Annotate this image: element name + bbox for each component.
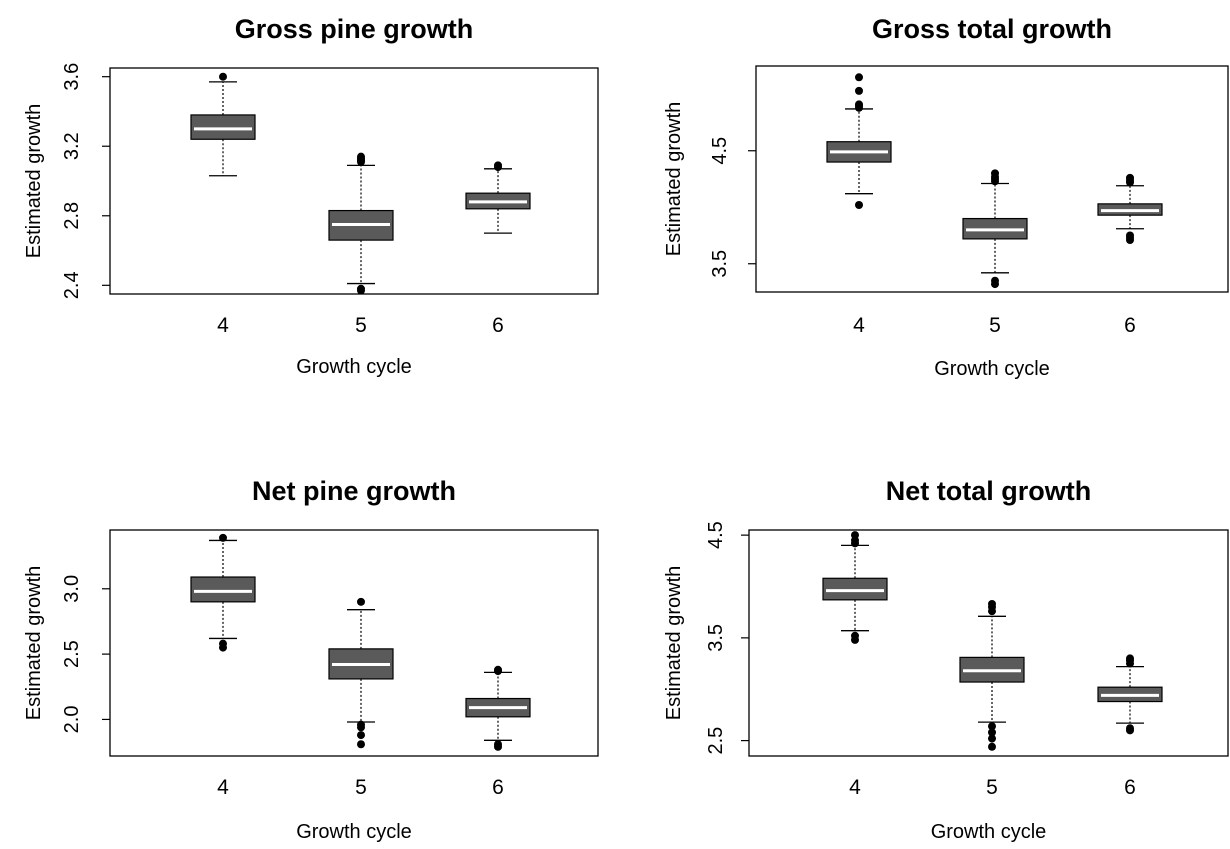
x-tick-label: 4 <box>217 314 229 337</box>
box-6 <box>1097 654 1163 735</box>
outlier-point <box>855 100 863 109</box>
x-axis-label: Growth cycle <box>931 821 1047 843</box>
panel-title: Gross total growth <box>872 14 1112 44</box>
outlier-point <box>219 533 227 542</box>
outlier-point <box>219 72 227 81</box>
y-tick-label: 3.2 <box>61 132 83 160</box>
y-tick-label: 2.4 <box>61 271 83 299</box>
outlier-point <box>1126 173 1134 182</box>
y-tick-label: 2.5 <box>61 640 83 668</box>
box-5 <box>328 597 394 749</box>
box-4 <box>826 73 892 209</box>
panel-title: Net pine growth <box>252 476 456 506</box>
box-4 <box>822 531 888 644</box>
box-4 <box>190 533 256 652</box>
outlier-point <box>988 742 996 751</box>
plot-frame <box>109 67 599 295</box>
outlier-point <box>494 161 502 170</box>
y-tick-label: 3.5 <box>705 624 727 652</box>
outlier-point <box>357 740 365 749</box>
x-axis-label: Growth cycle <box>296 821 412 843</box>
outlier-point <box>988 599 996 608</box>
box-5 <box>959 599 1025 751</box>
x-tick-label: 6 <box>492 314 504 337</box>
box-6 <box>465 665 531 751</box>
y-axis-label: Estimated growth <box>23 104 45 259</box>
outlier-point <box>219 643 227 652</box>
outlier-point <box>494 742 502 751</box>
outlier-point <box>494 665 502 674</box>
outlier-point <box>851 635 859 644</box>
panel-title: Gross pine growth <box>235 14 474 44</box>
outlier-point <box>1126 726 1134 735</box>
outlier-point <box>357 731 365 740</box>
panel-2: Gross total growth 3.5 4.5 Estimated growth… <box>663 14 1229 380</box>
box-6 <box>465 161 531 234</box>
plot-frame <box>755 65 1229 293</box>
outlier-point <box>357 597 365 606</box>
x-tick-label: 5 <box>355 776 367 799</box>
x-tick-label: 6 <box>1124 314 1136 337</box>
y-tick-label: 2.5 <box>705 727 727 755</box>
outlier-point <box>1126 654 1134 663</box>
y-tick-label: 4.5 <box>705 521 727 549</box>
x-tick-label: 6 <box>1124 776 1136 799</box>
y-axis-label: Estimated growth <box>663 566 685 721</box>
x-tick-label: 5 <box>986 776 998 799</box>
panel-1: Gross pine growth 2.4 2.8 3.2 3.6 Estimated g… <box>23 14 599 378</box>
panel-title: Net total growth <box>886 476 1091 506</box>
y-axis-label: Estimated growth <box>663 102 685 257</box>
x-tick-label: 5 <box>355 314 367 337</box>
plot-frame <box>109 529 599 757</box>
outlier-point <box>1126 236 1134 245</box>
outlier-point <box>988 734 996 743</box>
y-tick-label: 3.5 <box>709 250 731 278</box>
panel-3: Net pine growth 2.0 2.5 3.0 Estimated growth… <box>23 476 599 843</box>
outlier-point <box>855 200 863 209</box>
box-6 <box>1097 173 1163 245</box>
iqr-box <box>190 114 256 140</box>
outlier-point <box>988 728 996 737</box>
outlier-point <box>357 723 365 732</box>
outlier-point <box>357 152 365 161</box>
y-tick-label: 2.0 <box>61 706 83 734</box>
outlier-point <box>357 286 365 295</box>
box-5 <box>328 152 394 295</box>
outlier-point <box>855 86 863 95</box>
y-tick-label: 3.6 <box>61 63 83 91</box>
panel-4: Net total growth 2.5 3.5 4.5 Estimated growt… <box>663 476 1229 843</box>
x-tick-label: 4 <box>853 314 865 337</box>
iqr-box <box>190 576 256 603</box>
x-axis-label: Growth cycle <box>934 358 1050 380</box>
outlier-point <box>988 722 996 731</box>
x-tick-label: 5 <box>989 314 1001 337</box>
y-tick-label: 3.0 <box>61 575 83 603</box>
outlier-point <box>991 169 999 178</box>
outlier-point <box>991 280 999 289</box>
iqr-box <box>822 577 888 601</box>
x-tick-label: 4 <box>849 776 861 799</box>
box-5 <box>962 169 1028 289</box>
box-4 <box>190 72 256 177</box>
x-tick-label: 6 <box>492 776 504 799</box>
outlier-point <box>851 531 859 540</box>
plot-frame <box>748 529 1229 757</box>
x-tick-label: 4 <box>217 776 229 799</box>
outlier-point <box>855 73 863 82</box>
y-axis-label: Estimated growth <box>23 566 45 721</box>
y-tick-label: 4.5 <box>709 137 731 165</box>
y-tick-label: 2.8 <box>61 202 83 230</box>
x-axis-label: Growth cycle <box>296 356 412 378</box>
